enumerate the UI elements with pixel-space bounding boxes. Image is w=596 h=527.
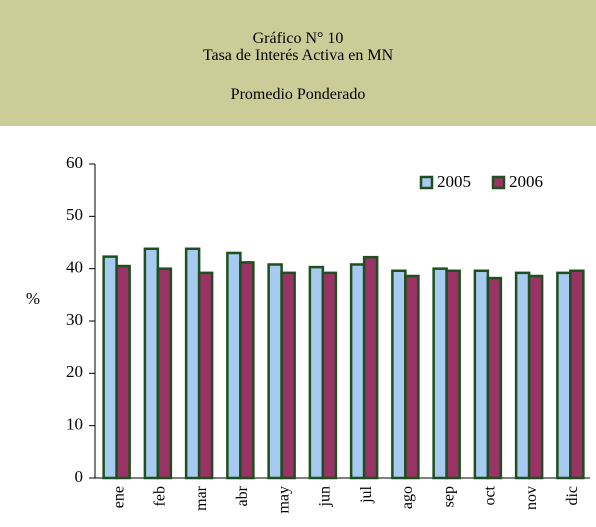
bar <box>486 276 503 480</box>
header: Gráfico N° 10 Tasa de Interés Activa en … <box>0 0 596 126</box>
bar <box>349 263 366 480</box>
bar <box>280 271 296 480</box>
x-tick-label: jul <box>358 485 375 503</box>
bar <box>569 269 585 480</box>
subtitle: Tasa de Interés Activa en MN <box>202 47 394 64</box>
x-tick-label: nov <box>523 486 540 510</box>
y-axis-label: % <box>26 289 40 308</box>
bar <box>115 264 131 480</box>
title: Gráfico N° 10 <box>252 30 344 47</box>
x-tick-label: ago <box>399 486 416 509</box>
bar <box>432 267 448 480</box>
x-tick-label: sep <box>440 486 457 507</box>
x-tick-label: ene <box>110 486 127 508</box>
bar <box>362 255 379 480</box>
y-tick-label: 40 <box>66 258 83 277</box>
y-tick-label: 30 <box>66 310 83 329</box>
y-tick-label: 10 <box>66 415 83 434</box>
bar <box>321 271 338 480</box>
bar <box>156 267 173 480</box>
x-tick-label: may <box>275 486 292 514</box>
bar <box>226 251 242 480</box>
x-tick-label: abr <box>234 485 251 506</box>
bar <box>197 271 214 480</box>
bar <box>473 269 490 480</box>
legend-swatch <box>419 175 434 190</box>
bar <box>239 261 255 480</box>
x-tick-label: mar <box>193 485 210 511</box>
legend-swatch <box>491 175 506 190</box>
bar <box>308 265 325 480</box>
legend-label: 2006 <box>509 172 543 191</box>
bar <box>184 247 201 480</box>
y-tick-label: 0 <box>75 467 84 486</box>
bar <box>391 269 407 480</box>
y-tick-label: 20 <box>66 362 83 381</box>
x-tick-label: oct <box>482 485 499 505</box>
note: Promedio Ponderado <box>230 86 366 103</box>
y-tick-label: 60 <box>66 153 83 172</box>
bar <box>527 274 544 480</box>
bar <box>556 271 572 480</box>
bar <box>514 271 531 480</box>
bar <box>143 247 160 480</box>
bar <box>267 263 283 480</box>
bar <box>102 255 118 480</box>
x-tick-label: dic <box>564 486 581 506</box>
y-tick-label: 50 <box>66 205 83 224</box>
bar <box>445 269 461 480</box>
x-tick-label: jun <box>317 486 334 507</box>
bar <box>404 274 420 480</box>
legend-label: 2005 <box>437 172 471 191</box>
x-tick-label: feb <box>152 486 169 506</box>
